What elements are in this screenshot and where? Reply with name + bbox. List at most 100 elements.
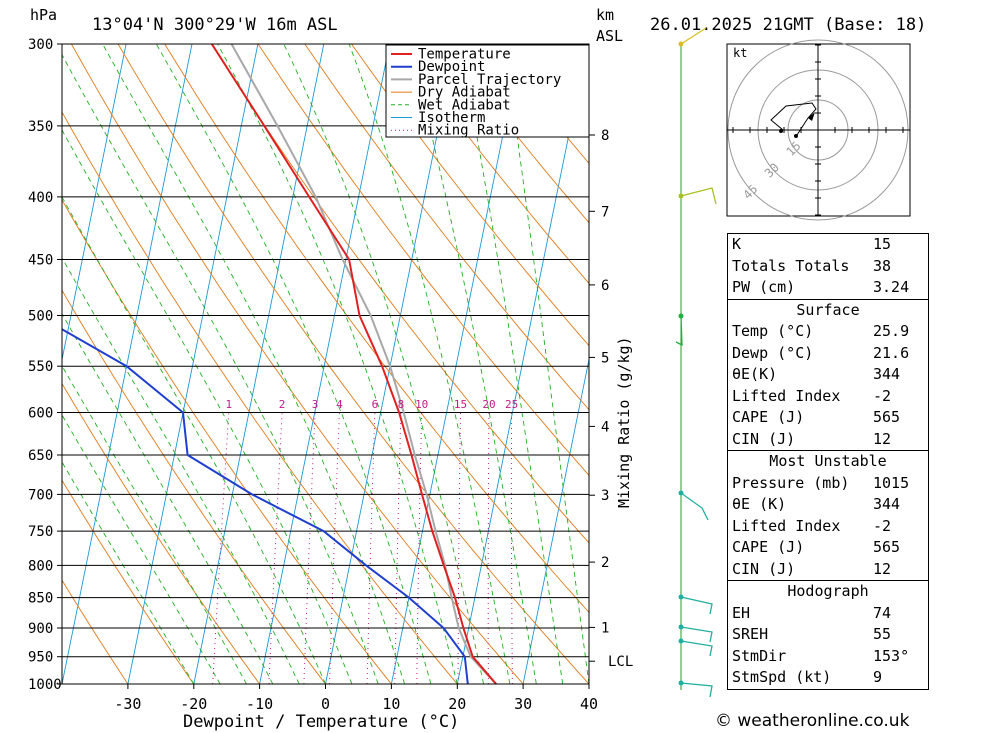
x-tick-label: 40 bbox=[580, 695, 598, 713]
wet-adiabat-line bbox=[62, 53, 379, 684]
surface-label: θE(K) bbox=[732, 365, 778, 383]
index-label: K bbox=[732, 235, 742, 253]
wind-barb-dot bbox=[678, 624, 684, 630]
wet-adiabat-line bbox=[459, 44, 564, 684]
legend-label: Dewpoint bbox=[418, 59, 485, 75]
wind-barb-dot bbox=[678, 594, 684, 600]
wind-barb-dot bbox=[678, 193, 684, 199]
x-tick-label: 0 bbox=[321, 695, 330, 713]
wet-adiabat-line bbox=[217, 44, 458, 684]
surface-label: Temp (°C) bbox=[732, 322, 814, 340]
surface-value: -2 bbox=[873, 386, 892, 405]
location-title: 13°04'N 300°29'W 16m ASL bbox=[92, 15, 338, 35]
hodo-value: 9 bbox=[873, 668, 883, 686]
wet-adiabat-line bbox=[155, 44, 432, 684]
isotherm-line bbox=[325, 44, 456, 684]
legend-label: Dry Adiabat bbox=[418, 85, 511, 101]
hodograph-unit: kt bbox=[733, 46, 747, 60]
mu-value: 1015 bbox=[873, 473, 910, 492]
wet-adiabat-line bbox=[407, 44, 537, 684]
plot-frame bbox=[61, 43, 590, 685]
y-tick-label: 550 bbox=[28, 359, 53, 375]
mixing-ratio-line bbox=[416, 412, 423, 684]
surface-value: 21.6 bbox=[873, 343, 910, 362]
wind-barb bbox=[680, 596, 713, 615]
most-unstable-title: Most Unstable bbox=[728, 450, 928, 473]
hodo-label: StmDir bbox=[732, 646, 787, 665]
index-value: 3.24 bbox=[873, 278, 910, 296]
mu-label: Pressure (mb) bbox=[732, 473, 850, 492]
pressure-unit: hPa bbox=[30, 6, 57, 24]
datetime-title: 26.01.2025 21GMT (Base: 18) bbox=[650, 15, 926, 35]
mixing-ratio-line bbox=[510, 412, 513, 684]
y-tick-label: 350 bbox=[28, 119, 53, 135]
mu-label: Lifted Index bbox=[732, 516, 841, 535]
index-value: 15 bbox=[873, 235, 892, 253]
mixing-ratio-label: 6 bbox=[372, 398, 379, 411]
mixing-ratio-axis-label: Mixing Ratio (g/kg) bbox=[615, 336, 633, 508]
wind-barb-column bbox=[675, 27, 717, 698]
y-tick-label: 300 bbox=[28, 37, 53, 53]
isotherm-line bbox=[127, 44, 259, 684]
dry-adiabat-line bbox=[62, 111, 458, 684]
wind-barb bbox=[680, 492, 709, 521]
mu-value: 565 bbox=[873, 538, 901, 556]
y-tick-label: 400 bbox=[28, 190, 53, 206]
wind-barb bbox=[680, 640, 713, 657]
mixing-ratio-line bbox=[457, 412, 461, 684]
height-tick-label: 6 bbox=[601, 278, 609, 294]
dry-adiabat-line bbox=[211, 44, 589, 544]
legend-label: Wet Adiabat bbox=[418, 97, 511, 113]
y-tick-label: 850 bbox=[28, 591, 53, 607]
mu-label: θE (K) bbox=[732, 495, 787, 513]
dry-adiabat-line bbox=[62, 579, 129, 684]
y-tick-label: 650 bbox=[28, 448, 53, 464]
wind-barb-dot bbox=[678, 313, 684, 319]
wind-barb-dot bbox=[678, 680, 684, 686]
legend-label: Isotherm bbox=[418, 110, 485, 126]
x-tick-label: 30 bbox=[514, 695, 532, 713]
mixing-ratio-label: 4 bbox=[336, 398, 343, 411]
isotherm-line bbox=[522, 357, 589, 684]
wind-barb-dot bbox=[678, 490, 684, 496]
wet-adiabat-line bbox=[348, 44, 511, 684]
hodo-value: 74 bbox=[873, 603, 892, 622]
wet-adiabat-line bbox=[503, 44, 589, 684]
isotherm-line bbox=[456, 44, 588, 684]
hodo-value: 153° bbox=[873, 646, 910, 665]
series-dewpoint-line bbox=[62, 328, 469, 684]
x-tick-label: -20 bbox=[180, 695, 207, 713]
wind-barb-dot bbox=[678, 41, 684, 47]
dry-adiabat-line bbox=[71, 44, 524, 684]
wet-adiabat-line bbox=[62, 256, 300, 684]
mixing-ratio-line bbox=[329, 412, 340, 684]
mixing-ratio-label: 20 bbox=[482, 398, 495, 411]
index-value: 38 bbox=[873, 256, 892, 275]
mixing-ratio-label: 2 bbox=[279, 398, 286, 411]
hodo-value: 55 bbox=[873, 625, 892, 643]
dry-adiabat-line bbox=[62, 479, 195, 684]
index-label: PW (cm) bbox=[732, 278, 796, 296]
height-tick-label: 8 bbox=[601, 128, 609, 144]
wet-adiabat-line bbox=[102, 44, 406, 684]
watermark: © weatheronline.co.uk bbox=[715, 711, 910, 731]
height-tick-label: 1 bbox=[601, 620, 609, 636]
wet-adiabat-line bbox=[62, 461, 195, 684]
surface-label: Lifted Index bbox=[732, 386, 841, 405]
index-label: Totals Totals bbox=[732, 256, 850, 275]
y-tick-label: 500 bbox=[28, 309, 53, 325]
surface-value: 12 bbox=[873, 429, 892, 448]
height-tick-label: 2 bbox=[601, 555, 609, 571]
isotherm-line bbox=[390, 44, 522, 684]
wind-barb bbox=[680, 626, 713, 643]
mixing-ratio-line bbox=[487, 412, 490, 684]
y-tick-label: 950 bbox=[28, 650, 53, 666]
hodo-label: SREH bbox=[732, 625, 769, 643]
hodograph-stats-title: Hodograph bbox=[728, 580, 928, 603]
y-tick-label: 800 bbox=[28, 558, 53, 574]
storm-motion-arrow bbox=[808, 112, 815, 121]
mixing-ratio-line bbox=[303, 412, 316, 684]
mixing-ratio-label: 3 bbox=[312, 398, 319, 411]
